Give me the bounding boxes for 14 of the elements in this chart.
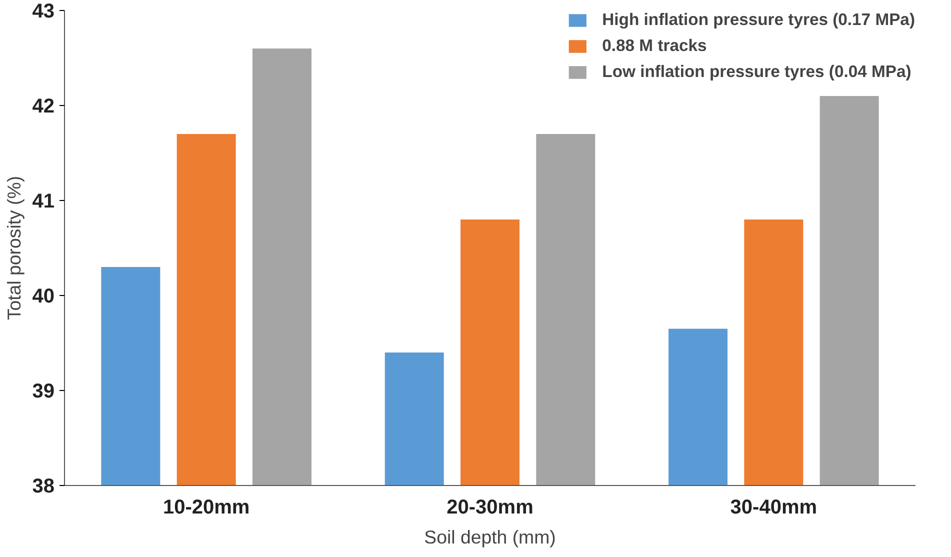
y-tick-label: 38: [32, 476, 55, 498]
x-axis-title: Soil depth (mm): [424, 526, 556, 548]
legend-label: High inflation pressure tyres (0.17 MPa): [602, 10, 915, 30]
x-tick-label: 10-20mm: [162, 496, 250, 518]
x-tick-label: 30-40mm: [730, 496, 818, 518]
legend-label: Low inflation pressure tyres (0.04 MPa): [602, 62, 912, 82]
y-tick-label: 42: [32, 96, 55, 118]
y-tick-label: 43: [32, 0, 55, 22]
y-tick-label: 40: [32, 286, 55, 308]
x-tick-label: 20-30mm: [446, 496, 534, 518]
legend-label: 0.88 M tracks: [602, 36, 707, 56]
y-tick-label: 41: [32, 190, 55, 212]
y-tick-label: 39: [32, 380, 55, 402]
y-axis-title: Total porosity (%): [3, 176, 24, 320]
